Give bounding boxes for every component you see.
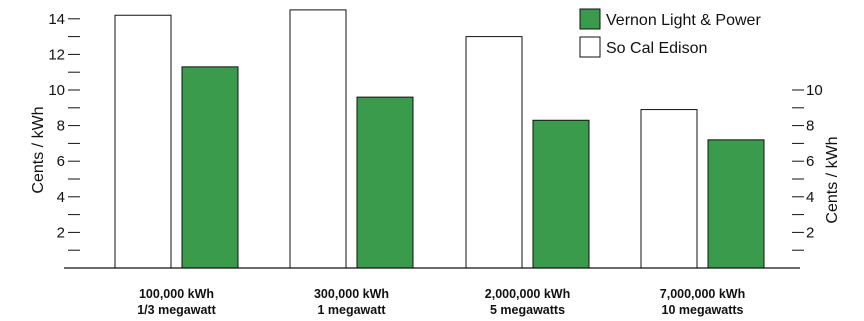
category-labels: 100,000 kWh 1/3 megawatt 300,000 kWh 1 mega… bbox=[137, 287, 745, 317]
right-axis-title: Cents / kWh bbox=[824, 136, 841, 223]
category-label: 300,000 kWh bbox=[314, 287, 389, 301]
legend: Vernon Light & Power So Cal Edison bbox=[579, 8, 761, 58]
left-axis-title: Cents / kWh bbox=[30, 106, 47, 193]
category-label: 100,000 kWh bbox=[139, 287, 214, 301]
bar-so-cal-edison bbox=[640, 109, 698, 269]
legend-label: So Cal Edison bbox=[606, 40, 707, 57]
right-axis: 2 4 6 8 10 bbox=[792, 82, 823, 251]
left-axis-tick-label: 6 bbox=[57, 153, 65, 170]
bar-so-cal-edison bbox=[289, 9, 347, 269]
left-axis-tick-label: 2 bbox=[57, 224, 65, 241]
left-axis-tick-label: 10 bbox=[48, 82, 65, 99]
left-axis-tick-label: 4 bbox=[57, 189, 65, 206]
left-axis-tick-label: 14 bbox=[48, 11, 65, 28]
legend-swatch bbox=[579, 36, 601, 58]
category-label: 7,000,000 kWh bbox=[660, 287, 745, 301]
category-label: 1 megawatt bbox=[317, 303, 386, 317]
category-label: 2,000,000 kWh bbox=[485, 287, 570, 301]
right-axis-tick-label: 2 bbox=[806, 224, 814, 241]
bar-so-cal-edison bbox=[114, 14, 172, 269]
bar-vernon-light-power bbox=[532, 119, 590, 269]
category-label: 1/3 megawatt bbox=[137, 303, 216, 317]
left-axis-tick-label: 12 bbox=[48, 46, 65, 63]
right-axis-tick-label: 10 bbox=[806, 82, 823, 99]
left-axis-tick-label: 8 bbox=[57, 118, 65, 135]
bar-vernon-light-power bbox=[181, 66, 239, 269]
legend-label: Vernon Light & Power bbox=[606, 12, 761, 29]
bar-vernon-light-power bbox=[707, 139, 765, 269]
category-label: 5 megawatts bbox=[490, 303, 565, 317]
category-label: 10 megawatts bbox=[662, 303, 744, 317]
right-axis-tick-label: 6 bbox=[806, 153, 814, 170]
bars bbox=[114, 9, 765, 269]
bar-vernon-light-power bbox=[356, 96, 414, 269]
right-axis-tick-label: 4 bbox=[806, 189, 814, 206]
right-axis-tick-label: 8 bbox=[806, 118, 814, 135]
left-axis: 2 4 6 8 10 12 14 bbox=[48, 11, 80, 251]
bar-so-cal-edison bbox=[465, 36, 523, 269]
legend-swatch bbox=[579, 8, 601, 30]
